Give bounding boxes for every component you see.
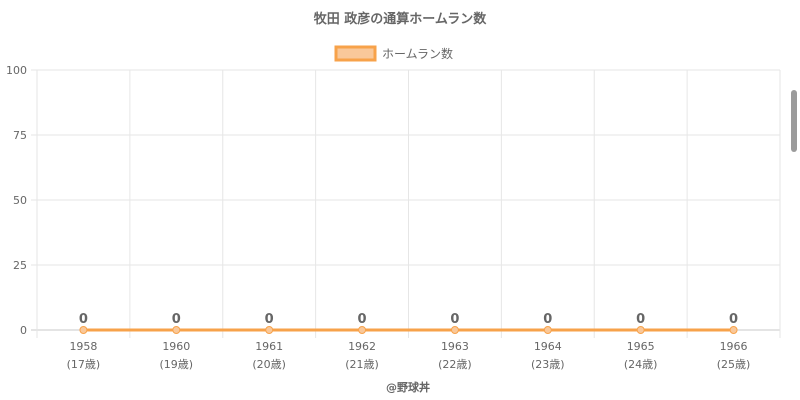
data-point[interactable] [79, 326, 88, 334]
data-label: 0 [265, 312, 274, 327]
x-tick-age-label: (23歳) [531, 358, 565, 371]
data-label: 0 [543, 312, 552, 327]
data-labels: 0 0 0 0 0 0 0 0 [79, 312, 738, 327]
data-point[interactable] [450, 326, 459, 334]
x-tick-age-label: (17歳) [67, 358, 101, 371]
chart-title: 牧田 政彦の通算ホームラン数 [314, 11, 487, 27]
x-tick-label: 1958 [69, 340, 97, 353]
x-tick-age-label: (21歳) [345, 358, 379, 371]
y-axis: 0 25 50 75 100 [6, 64, 27, 337]
data-label: 0 [729, 312, 738, 327]
y-tick-label: 50 [13, 194, 27, 207]
x-tick-label: 1966 [720, 340, 748, 353]
grid [31, 69, 781, 338]
data-label: 0 [450, 312, 459, 327]
x-tick-age-label: (24歳) [624, 358, 658, 371]
x-tick-label: 1964 [534, 340, 562, 353]
scrollbar[interactable] [791, 90, 797, 152]
y-tick-label: 25 [13, 259, 27, 272]
data-label: 0 [172, 312, 181, 327]
x-tick-age-label: (25歳) [717, 358, 751, 371]
x-tick-label: 1961 [255, 340, 283, 353]
data-point[interactable] [265, 326, 274, 334]
y-tick-label: 0 [20, 324, 27, 337]
x-tick-age-label: (22歳) [438, 358, 472, 371]
x-tick-label: 1963 [441, 340, 469, 353]
data-point[interactable] [358, 326, 367, 334]
x-tick-label: 1962 [348, 340, 376, 353]
data-label: 0 [358, 312, 367, 327]
x-tick-age-label: (19歳) [160, 358, 194, 371]
credit: @野球丼 [386, 380, 430, 394]
y-tick-label: 75 [13, 129, 27, 142]
x-axis: 1958 (17歳) 1960 (19歳) 1961 (20歳) 1962 (21歳) 1963… [67, 340, 751, 371]
legend[interactable]: ホームラン数 [334, 45, 453, 62]
data-label: 0 [79, 312, 88, 327]
legend-swatch [334, 45, 377, 62]
x-tick-label: 1960 [162, 340, 190, 353]
x-tick-label: 1965 [627, 340, 655, 353]
legend-label: ホームラン数 [382, 46, 453, 61]
data-point[interactable] [543, 326, 552, 334]
x-tick-age-label: (20歳) [252, 358, 286, 371]
data-point[interactable] [172, 326, 181, 334]
data-label: 0 [636, 312, 645, 327]
y-tick-label: 100 [6, 64, 27, 77]
series-homerun [79, 326, 738, 334]
data-point[interactable] [729, 326, 738, 334]
data-point[interactable] [636, 326, 645, 334]
